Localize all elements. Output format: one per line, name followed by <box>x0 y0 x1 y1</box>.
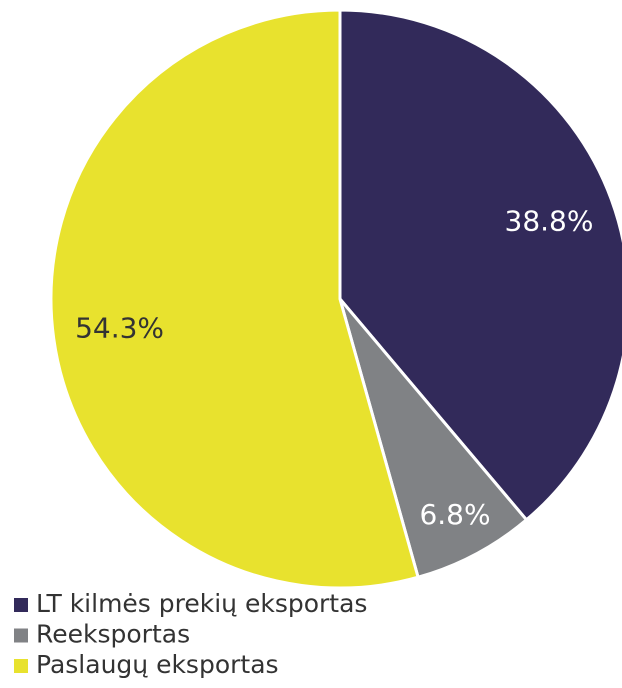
legend-label: LT kilmės prekių eksportas <box>36 589 367 618</box>
pie-slice <box>49 8 420 590</box>
legend-swatch <box>14 659 28 673</box>
pie-slice <box>338 298 529 580</box>
legend-swatch <box>14 628 28 643</box>
legend-label: Reeksportas <box>36 620 190 649</box>
legend-label: Paslaugų eksportas <box>36 650 279 679</box>
pie-slice <box>338 8 622 522</box>
data-label: 6.8% <box>419 498 490 531</box>
legend-swatch <box>14 598 28 612</box>
data-label: 54.3% <box>75 311 164 344</box>
data-label: 38.8% <box>505 205 594 238</box>
